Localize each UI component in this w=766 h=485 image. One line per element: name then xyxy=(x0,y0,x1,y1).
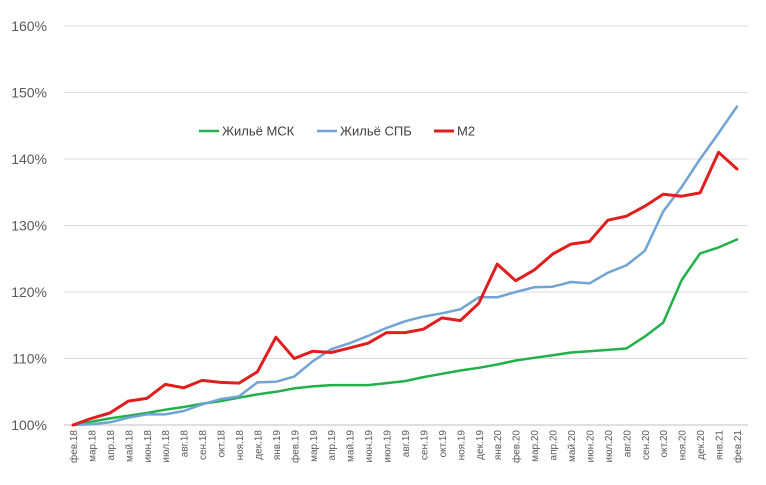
x-tick-label: ноя.18 xyxy=(235,430,246,461)
x-tick-label: окт.20 xyxy=(659,430,670,458)
x-tick-label: авг.19 xyxy=(401,430,412,458)
x-tick-label: май.19 xyxy=(346,430,357,462)
x-tick-label: окт.19 xyxy=(438,430,449,458)
series-line-3 xyxy=(71,150,739,427)
x-tick-label: янв.20 xyxy=(493,430,504,461)
x-tick-label: ноя.19 xyxy=(456,430,467,461)
y-tick-label: 160% xyxy=(11,18,47,34)
legend-label-3: M2 xyxy=(457,124,475,139)
x-tick-label: июл.20 xyxy=(604,430,615,463)
series-line-1 xyxy=(71,238,739,427)
x-tick-label: сен.19 xyxy=(419,430,430,460)
x-tick-label: авг.20 xyxy=(622,430,633,458)
x-tick-label: фев.20 xyxy=(511,430,523,463)
legend-label-2: Жильё СПБ xyxy=(340,124,412,139)
series-line-2 xyxy=(71,105,739,427)
y-tick-label: 120% xyxy=(11,284,47,300)
x-tick-label: мар.20 xyxy=(530,430,541,462)
legend-label-1: Жильё МСК xyxy=(222,124,295,139)
x-tick-label: окт.18 xyxy=(217,430,228,458)
x-tick-label: сен.20 xyxy=(641,430,652,460)
y-tick-label: 140% xyxy=(11,151,47,167)
x-tick-label: янв.19 xyxy=(272,430,283,461)
x-tick-label: дек.18 xyxy=(253,430,264,460)
x-tick-label: янв.21 xyxy=(715,430,726,461)
y-tick-label: 100% xyxy=(11,417,47,433)
x-tick-label: мар.18 xyxy=(87,430,98,462)
y-tick-label: 130% xyxy=(11,218,47,234)
x-tick-label: май.20 xyxy=(567,430,578,462)
x-tick-label: июн.19 xyxy=(364,430,375,463)
x-tick-label: июл.18 xyxy=(161,430,172,463)
grid-layer xyxy=(64,25,748,426)
x-tick-label: дек.20 xyxy=(696,430,707,460)
y-tick-label: 110% xyxy=(12,351,47,367)
x-tick-label: фев.19 xyxy=(289,430,301,463)
x-tick-label: апр.19 xyxy=(327,430,338,461)
y-axis-ticks: 100% 110% 120% 130% 140% 150% 160% xyxy=(11,18,47,433)
x-tick-label: дек.19 xyxy=(475,430,486,460)
x-tick-label: сен.18 xyxy=(198,430,209,460)
x-tick-label: апр.18 xyxy=(106,430,117,461)
x-axis-ticks: фев.18 мар.18 апр.18 май.18 июн.18 июл.18 авг.… xyxy=(68,430,744,463)
x-tick-label: апр.20 xyxy=(549,430,560,461)
y-tick-label: 150% xyxy=(11,85,47,101)
x-tick-label: май.18 xyxy=(124,430,135,462)
series-layer xyxy=(71,105,739,427)
legend: Жильё МСК Жильё СПБ M2 xyxy=(199,124,475,139)
x-tick-label: фев.21 xyxy=(732,430,744,463)
x-tick-label: фев.18 xyxy=(68,430,80,463)
x-tick-label: ноя.20 xyxy=(678,430,689,461)
x-tick-label: авг.18 xyxy=(180,430,191,458)
x-tick-label: июн.18 xyxy=(143,430,154,463)
x-tick-label: июл.19 xyxy=(383,430,394,463)
x-tick-label: мар.19 xyxy=(309,430,320,462)
x-tick-label: июн.20 xyxy=(585,430,596,463)
